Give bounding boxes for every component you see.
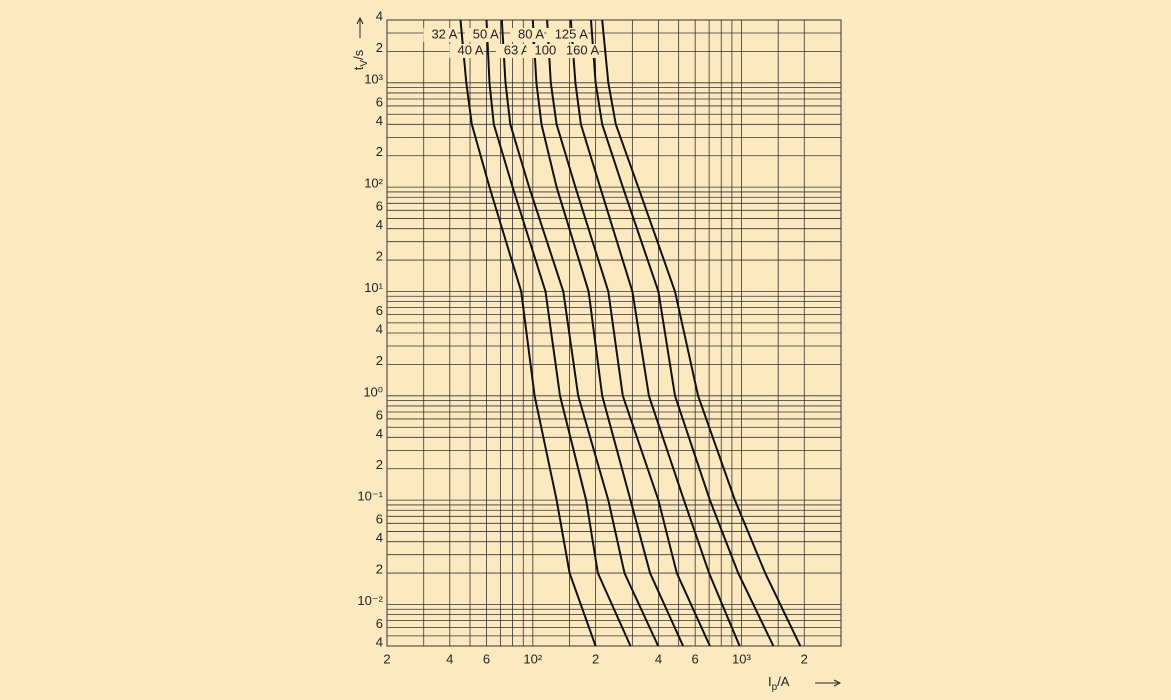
y-tick-label: 2 (376, 353, 383, 368)
y-tick-label: 4 (376, 321, 383, 336)
x-tick-label: 4 (655, 651, 662, 666)
x-tick-label: 2 (801, 651, 808, 666)
x-tick-label: 10³ (732, 651, 751, 666)
curve (590, 19, 775, 647)
y-tick-label: 6 (376, 407, 383, 422)
y-tick-label: 4 (376, 426, 383, 441)
y-arrow-head (356, 16, 364, 25)
x-tick-label: 10² (523, 651, 542, 666)
curve (531, 19, 685, 647)
y-tick-label: 10² (364, 176, 383, 191)
series-label: 80 A (518, 26, 544, 41)
x-arrow-head (833, 679, 842, 687)
y-tick-label: 4 (376, 8, 383, 23)
label-background (423, 28, 458, 42)
y-tick-label: 10³ (364, 71, 383, 86)
x-axis-label: Ip/A (768, 674, 790, 692)
curve (546, 19, 711, 647)
y-tick-label: 2 (376, 144, 383, 159)
series-label: 125 A (555, 26, 589, 41)
y-tick-label: 6 (376, 199, 383, 214)
y-tick-label: 6 (376, 94, 383, 109)
x-tick-label: 2 (592, 651, 599, 666)
series-label: 63 A (504, 42, 530, 57)
label-background (464, 28, 499, 42)
label-background (557, 44, 600, 58)
curve (569, 19, 741, 647)
y-tick-label: 2 (376, 249, 383, 264)
y-tick-label: 4 (376, 530, 383, 545)
x-tick-label: 2 (383, 651, 390, 666)
y-tick-label: 4 (376, 217, 383, 232)
x-tick-label: 4 (446, 651, 453, 666)
series-label: 40 A (458, 42, 484, 57)
y-tick-label: 10¹ (364, 280, 383, 295)
y-axis-label: tV/s (351, 49, 369, 70)
curve (500, 19, 660, 647)
y-tick-label: 6 (376, 512, 383, 527)
y-tick-label: 10⁰ (363, 384, 383, 399)
curves (459, 19, 802, 647)
label-background (510, 28, 545, 42)
label-background (546, 28, 588, 42)
label-background (526, 44, 568, 58)
x-tick-label: 6 (692, 651, 699, 666)
y-tick-label: 4 (376, 634, 383, 649)
label-background (495, 44, 530, 58)
y-tick-label: 2 (376, 40, 383, 55)
series-label: 50 A (473, 26, 499, 41)
y-tick-label: 6 (376, 303, 383, 318)
labels: 2 4 6 10² 2 4 6 10³ 24610⁻²24610⁻¹24610⁰24610¹24… (357, 8, 808, 666)
y-tick-label: 4 (376, 113, 383, 128)
y-tick-label: 2 (376, 457, 383, 472)
curve (485, 19, 632, 647)
y-tick-label: 10⁻² (357, 593, 383, 608)
y-tick-label: 2 (376, 562, 383, 577)
curve (459, 19, 597, 647)
series-label: 32 A (431, 26, 457, 41)
curve (601, 19, 802, 647)
y-tick-label: 6 (376, 616, 383, 631)
label-background (449, 44, 484, 58)
y-tick-label: 10⁻¹ (357, 489, 383, 504)
series-label: 160 A (566, 42, 600, 57)
x-tick-label: 6 (483, 651, 490, 666)
